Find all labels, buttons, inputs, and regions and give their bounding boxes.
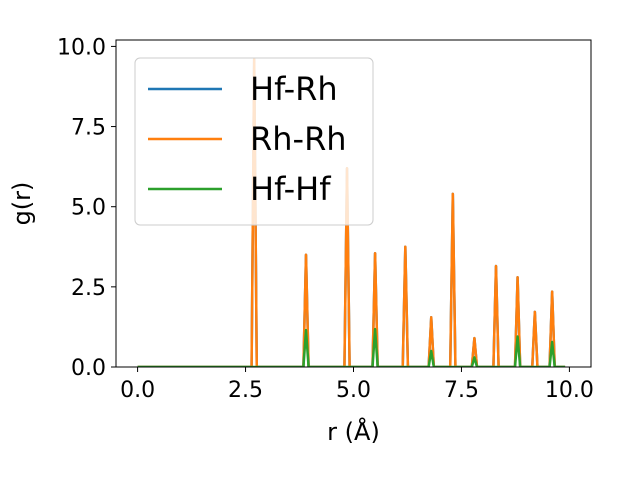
x-tick-label: 10.0 bbox=[545, 378, 594, 403]
x-tick-label: 0.0 bbox=[120, 378, 155, 403]
y-tick-label: 10.0 bbox=[57, 35, 106, 60]
x-tick-label: 7.5 bbox=[444, 378, 479, 403]
y-tick-label: 0.0 bbox=[71, 356, 106, 381]
axis-ticks: 0.0 2.5 5.0 7.5 10.0 0.0 2.5 5.0 7.5 10.0 bbox=[57, 35, 594, 403]
legend-label-rh-rh: Rh-Rh bbox=[250, 120, 347, 158]
y-tick-label: 5.0 bbox=[71, 196, 106, 221]
legend: Hf-Rh Rh-Rh Hf-Hf bbox=[134, 57, 374, 226]
x-tick-label: 5.0 bbox=[336, 378, 371, 403]
y-tick-label: 7.5 bbox=[71, 116, 106, 141]
x-tick-label: 2.5 bbox=[228, 378, 263, 403]
y-axis-label: g(r) bbox=[8, 182, 36, 226]
legend-label-hf-hf: Hf-Hf bbox=[250, 170, 331, 208]
x-axis-label: r (Å) bbox=[327, 417, 380, 446]
y-tick-label: 2.5 bbox=[71, 276, 106, 301]
legend-box bbox=[134, 57, 374, 226]
series-line-hf-hf bbox=[137, 327, 566, 367]
legend-label-hf-rh: Hf-Rh bbox=[250, 70, 338, 108]
